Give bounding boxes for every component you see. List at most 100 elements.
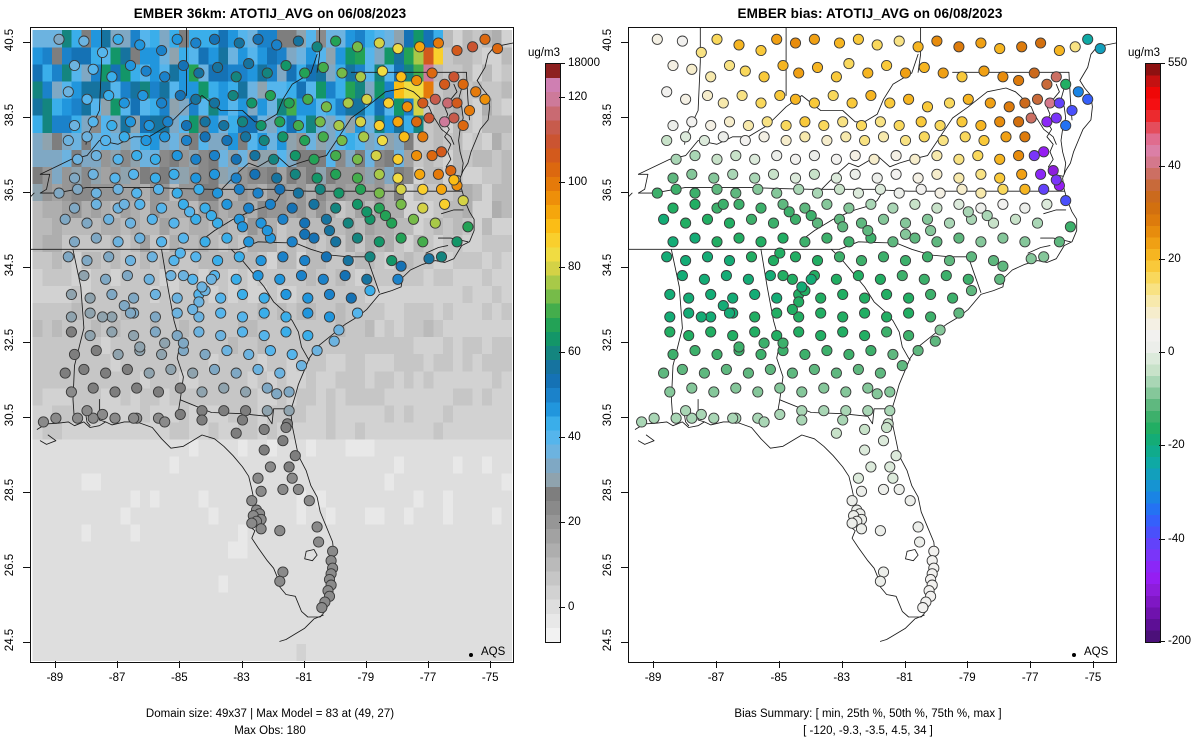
aqs-site-marker[interactable]	[882, 422, 892, 432]
aqs-site-marker[interactable]	[816, 308, 826, 318]
aqs-site-marker[interactable]	[281, 422, 291, 432]
aqs-site-marker[interactable]	[944, 98, 954, 108]
aqs-site-marker[interactable]	[178, 271, 188, 281]
aqs-site-marker[interactable]	[649, 413, 659, 423]
aqs-site-marker[interactable]	[888, 349, 898, 359]
aqs-site-marker[interactable]	[878, 214, 888, 224]
aqs-site-marker[interactable]	[687, 64, 697, 74]
aqs-site-marker[interactable]	[844, 349, 854, 359]
aqs-site-marker[interactable]	[809, 151, 819, 161]
aqs-site-marker[interactable]	[838, 327, 848, 337]
aqs-site-marker[interactable]	[772, 188, 782, 198]
aqs-site-marker[interactable]	[79, 36, 89, 46]
aqs-site-marker[interactable]	[885, 387, 895, 397]
aqs-site-marker[interactable]	[768, 218, 778, 228]
aqs-site-marker[interactable]	[905, 496, 915, 506]
aqs-site-marker[interactable]	[979, 135, 989, 145]
aqs-site-marker[interactable]	[863, 383, 873, 393]
aqs-site-marker[interactable]	[135, 342, 145, 352]
aqs-site-marker[interactable]	[932, 169, 942, 179]
aqs-site-marker[interactable]	[1039, 252, 1049, 262]
aqs-site-marker[interactable]	[129, 169, 139, 179]
aqs-site-marker[interactable]	[759, 72, 769, 82]
aqs-site-marker[interactable]	[132, 188, 142, 198]
aqs-site-marker[interactable]	[144, 120, 154, 130]
aqs-site-marker[interactable]	[750, 154, 760, 164]
aqs-site-marker[interactable]	[690, 346, 700, 356]
aqs-site-marker[interactable]	[449, 113, 459, 123]
aqs-site-marker[interactable]	[312, 346, 322, 356]
aqs-site-marker[interactable]	[995, 154, 1005, 164]
aqs-site-marker[interactable]	[831, 72, 841, 82]
aqs-site-marker[interactable]	[216, 293, 226, 303]
aqs-site-marker[interactable]	[231, 154, 241, 164]
aqs-site-marker[interactable]	[872, 40, 882, 50]
aqs-site-marker[interactable]	[418, 237, 428, 247]
aqs-site-marker[interactable]	[819, 406, 829, 416]
aqs-site-marker[interactable]	[863, 226, 873, 236]
aqs-site-marker[interactable]	[790, 38, 800, 48]
aqs-site-marker[interactable]	[1001, 132, 1011, 142]
aqs-site-marker[interactable]	[337, 135, 347, 145]
bias-colorbar[interactable]	[1145, 63, 1161, 643]
aqs-site-marker[interactable]	[253, 364, 263, 374]
aqs-site-marker[interactable]	[191, 38, 201, 48]
aqs-site-marker[interactable]	[259, 135, 269, 145]
aqs-site-marker[interactable]	[241, 406, 251, 416]
aqs-site-marker[interactable]	[734, 342, 744, 352]
aqs-site-marker[interactable]	[60, 214, 70, 224]
aqs-site-marker[interactable]	[753, 387, 763, 397]
aqs-site-marker[interactable]	[897, 361, 907, 371]
aqs-site-marker[interactable]	[436, 252, 446, 262]
aqs-site-marker[interactable]	[822, 346, 832, 356]
aqs-site-marker[interactable]	[269, 154, 279, 164]
aqs-site-marker[interactable]	[696, 312, 706, 322]
aqs-site-marker[interactable]	[750, 312, 760, 322]
aqs-site-marker[interactable]	[396, 199, 406, 209]
aqs-site-marker[interactable]	[816, 293, 826, 303]
aqs-site-marker[interactable]	[687, 169, 697, 179]
aqs-site-marker[interactable]	[191, 252, 201, 262]
aqs-site-marker[interactable]	[831, 154, 841, 164]
aqs-site-marker[interactable]	[778, 233, 788, 243]
aqs-site-marker[interactable]	[966, 286, 976, 296]
aqs-site-marker[interactable]	[904, 331, 914, 341]
aqs-site-marker[interactable]	[317, 603, 327, 613]
aqs-site-marker[interactable]	[894, 484, 904, 494]
aqs-site-marker[interactable]	[875, 526, 885, 536]
aqs-site-marker[interactable]	[54, 34, 64, 44]
aqs-site-marker[interactable]	[709, 173, 719, 183]
aqs-site-marker[interactable]	[284, 98, 294, 108]
aqs-site-marker[interactable]	[721, 271, 731, 281]
aqs-site-marker[interactable]	[284, 387, 294, 397]
aqs-site-marker[interactable]	[794, 327, 804, 337]
aqs-site-marker[interactable]	[960, 132, 970, 142]
aqs-site-marker[interactable]	[671, 184, 681, 194]
aqs-site-marker[interactable]	[178, 233, 188, 243]
aqs-site-marker[interactable]	[324, 289, 334, 299]
aqs-site-marker[interactable]	[259, 308, 269, 318]
aqs-site-marker[interactable]	[860, 331, 870, 341]
aqs-site-marker[interactable]	[213, 218, 223, 228]
aqs-site-marker[interactable]	[885, 406, 895, 416]
aqs-site-marker[interactable]	[314, 537, 324, 547]
aqs-site-marker[interactable]	[480, 34, 490, 44]
aqs-site-marker[interactable]	[922, 214, 932, 224]
aqs-site-marker[interactable]	[237, 327, 247, 337]
aqs-site-marker[interactable]	[778, 199, 788, 209]
aqs-site-marker[interactable]	[275, 117, 285, 127]
aqs-site-marker[interactable]	[976, 169, 986, 179]
aqs-site-marker[interactable]	[822, 135, 832, 145]
aqs-site-marker[interactable]	[85, 308, 95, 318]
aqs-site-marker[interactable]	[122, 364, 132, 374]
aqs-site-marker[interactable]	[157, 237, 167, 247]
aqs-site-marker[interactable]	[866, 199, 876, 209]
aqs-site-marker[interactable]	[318, 62, 328, 72]
aqs-site-marker[interactable]	[853, 271, 863, 281]
aqs-site-marker[interactable]	[740, 135, 750, 145]
aqs-site-marker[interactable]	[244, 237, 254, 247]
aqs-site-marker[interactable]	[759, 338, 769, 348]
aqs-site-marker[interactable]	[812, 62, 822, 72]
aqs-site-marker[interactable]	[699, 274, 709, 284]
aqs-site-marker[interactable]	[778, 338, 788, 348]
